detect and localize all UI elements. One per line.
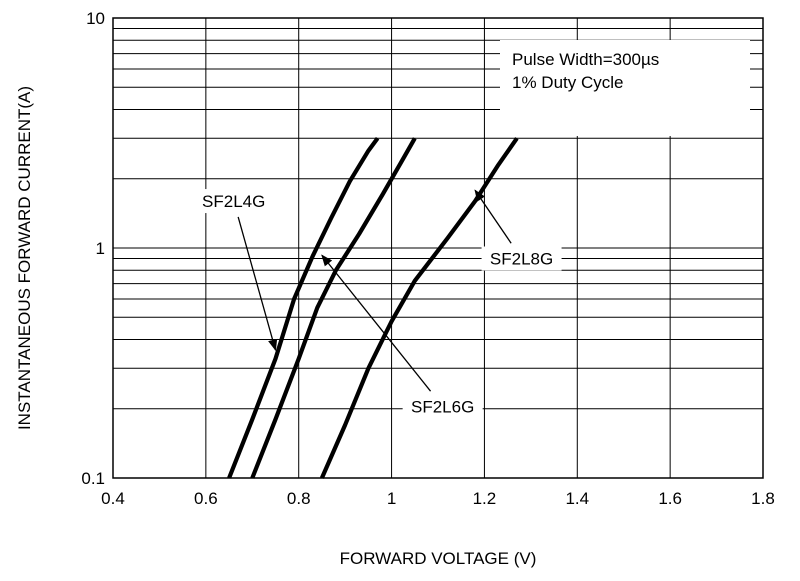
- curves: [227, 137, 519, 479]
- label-arrow: [237, 216, 278, 352]
- label-background: [481, 246, 562, 271]
- x-tick-label: 0.6: [194, 489, 218, 508]
- series-curve-sf2l4g: [227, 137, 380, 479]
- tick-labels: 0.4 0.6 0.8 1 1.2 1.4 1.6 1.8 0.1 1 10: [81, 9, 774, 508]
- label-arrow: [474, 189, 512, 244]
- series-curve-sf2l6g: [250, 137, 417, 479]
- note-line: 1% Duty Cycle: [512, 73, 623, 92]
- y-tick-label: 1: [96, 239, 105, 258]
- note-background: [500, 40, 750, 136]
- x-tick-label: 1: [387, 489, 396, 508]
- label-background: [402, 394, 483, 419]
- y-axis-title: INSTANTANEOUS FORWARD CURRENT(A): [15, 86, 34, 430]
- y-tick-label: 0.1: [81, 469, 105, 488]
- test-conditions-note: Pulse Width=300µs 1% Duty Cycle: [500, 40, 750, 136]
- series-label-sf2l8g: SF2L8G: [490, 250, 553, 269]
- x-tick-label: 1.2: [473, 489, 497, 508]
- series-labels: SF2L4G SF2L6G SF2L8G: [193, 189, 562, 419]
- series-curve-sf2l8g: [319, 137, 519, 479]
- x-tick-label: 1.4: [565, 489, 589, 508]
- x-tick-label: 1.6: [658, 489, 682, 508]
- x-tick-label: 0.4: [101, 489, 125, 508]
- series-label-sf2l6g: SF2L6G: [411, 397, 474, 416]
- plot-frame: [112, 17, 764, 479]
- note-line: Pulse Width=300µs: [512, 50, 659, 69]
- label-arrow: [321, 254, 432, 392]
- label-background: [193, 189, 274, 214]
- x-tick-label: 1.8: [751, 489, 775, 508]
- x-axis-title: FORWARD VOLTAGE (V): [340, 549, 537, 568]
- series-label-sf2l4g: SF2L4G: [202, 192, 265, 211]
- y-tick-label: 10: [86, 9, 105, 28]
- x-tick-label: 0.8: [287, 489, 311, 508]
